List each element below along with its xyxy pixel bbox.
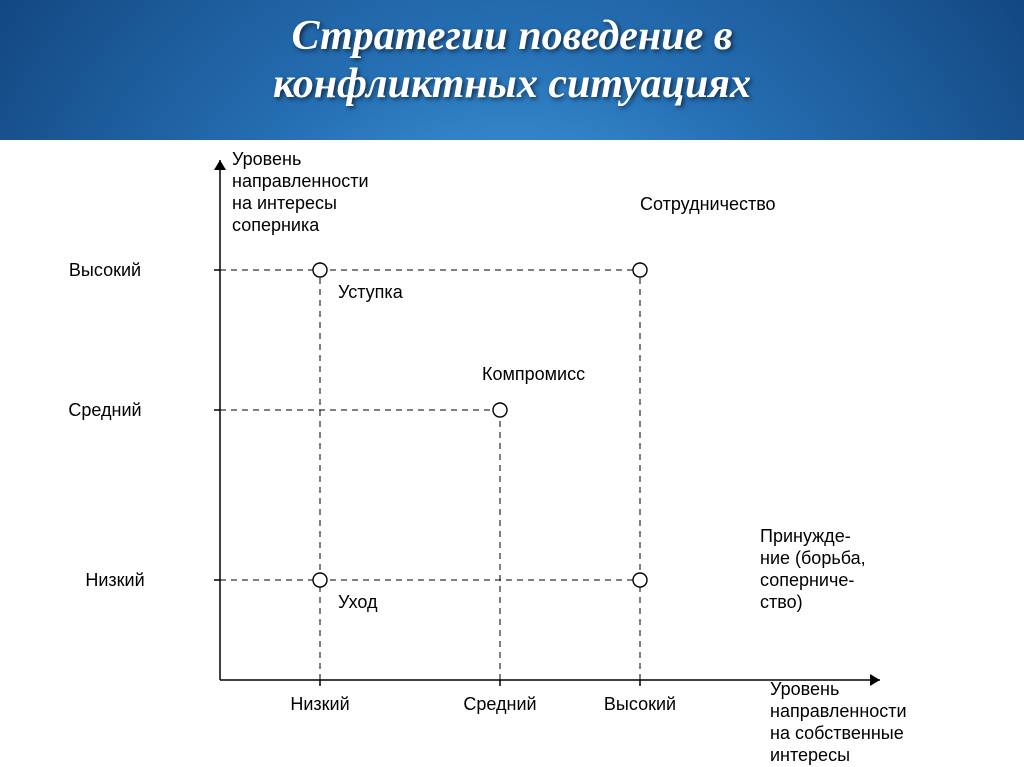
y-tick-label-0: Высокий — [69, 260, 141, 280]
y-tick-label-2: Низкий — [85, 570, 144, 590]
x-axis-title-2: на собственные — [770, 723, 904, 743]
title-line-1: Стратегии поведение в — [291, 13, 732, 59]
x-axis-title-1: направленности — [770, 701, 907, 721]
chart-panel: Уровеньнаправленностина интересысоперник… — [0, 140, 1024, 767]
y-axis-title-3: соперника — [232, 215, 320, 235]
slide-title: Стратегии поведение в конфликтных ситуац… — [0, 12, 1024, 109]
point-sotrudnich — [633, 263, 647, 277]
y-axis-arrow — [214, 160, 226, 170]
point-prinuzhdenie — [633, 573, 647, 587]
y-axis-title-1: направленности — [232, 171, 369, 191]
point-label-prinuzhdenie: Принужде- — [760, 526, 851, 546]
point-ustupka — [313, 263, 327, 277]
slide: Стратегии поведение в конфликтных ситуац… — [0, 0, 1024, 767]
point-kompromiss — [493, 403, 507, 417]
point-label-prinuzhdenie-2: соперниче- — [760, 570, 854, 590]
x-axis-title-3: интересы — [770, 745, 850, 765]
point-label-ustupka: Уступка — [338, 282, 404, 302]
point-label-kompromiss: Компромисс — [482, 364, 585, 384]
point-label-prinuzhdenie-1: ние (борьба, — [760, 548, 866, 568]
point-uhod — [313, 573, 327, 587]
point-label-sotrudnich: Сотрудничество — [640, 194, 776, 214]
x-tick-label-2: Высокий — [604, 694, 676, 714]
title-line-2: конфликтных ситуациях — [273, 61, 751, 107]
chart-svg: Уровеньнаправленностина интересысоперник… — [0, 140, 1024, 767]
y-axis-title-2: на интересы — [232, 193, 337, 213]
y-tick-label-1: Средний — [68, 400, 141, 420]
x-tick-label-1: Средний — [463, 694, 536, 714]
x-axis-arrow — [870, 674, 880, 686]
x-tick-label-0: Низкий — [290, 694, 349, 714]
x-axis-title-0: Уровень — [770, 679, 839, 699]
y-axis-title-0: Уровень — [232, 149, 301, 169]
point-label-prinuzhdenie-3: ство) — [760, 592, 803, 612]
point-label-uhod: Уход — [338, 592, 378, 612]
